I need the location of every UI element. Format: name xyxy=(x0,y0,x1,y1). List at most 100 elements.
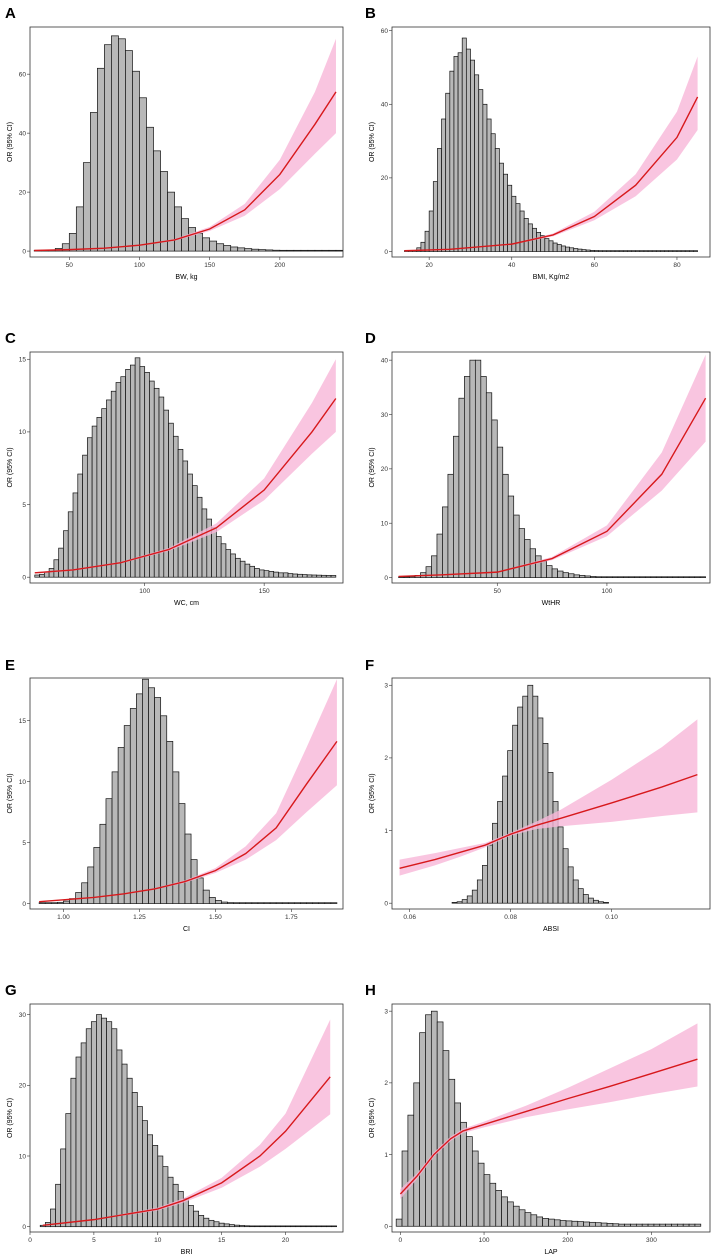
histogram-bar xyxy=(162,1166,169,1228)
y-tick-label: 0 xyxy=(384,249,388,256)
histogram-bar xyxy=(577,248,583,252)
y-tick-label: 20 xyxy=(381,466,389,473)
plot-border xyxy=(29,677,344,910)
histogram-bar xyxy=(157,1155,164,1228)
histogram-bar xyxy=(556,244,562,252)
histogram-bar xyxy=(182,1198,189,1228)
histogram-bar xyxy=(606,576,613,578)
y-tick-label: 5 xyxy=(22,502,26,509)
histogram-bar xyxy=(195,233,203,252)
histogram-bar xyxy=(666,576,674,578)
x-tick-label: 0.08 xyxy=(504,914,517,921)
histogram-bar xyxy=(306,902,313,904)
histogram-bar xyxy=(249,565,255,578)
x-axis-label: WC, cm xyxy=(174,600,199,607)
histogram-bar xyxy=(215,900,222,904)
histogram-bar xyxy=(665,1223,672,1227)
y-tick-label: 0 xyxy=(22,1224,26,1231)
histogram-bar xyxy=(601,576,608,578)
histogram-bar xyxy=(577,888,584,904)
histogram-bar xyxy=(275,902,283,904)
histogram-bar xyxy=(557,570,564,578)
histogram-bar xyxy=(220,543,227,578)
panel-letter-c: C xyxy=(5,330,16,347)
histogram-bar xyxy=(257,902,265,904)
x-tick-label: 40 xyxy=(508,262,516,269)
histogram-bar xyxy=(684,250,690,252)
histogram-bar xyxy=(269,1225,276,1228)
histogram-bar xyxy=(527,223,533,252)
histogram-bar xyxy=(502,775,508,904)
histogram-bar xyxy=(305,1225,312,1228)
histogram-bar xyxy=(515,203,521,252)
x-tick-label: 150 xyxy=(204,262,215,269)
histogram-bar xyxy=(492,822,498,904)
plot-area xyxy=(395,1010,702,1227)
histogram-bar xyxy=(148,687,155,904)
histogram-bar xyxy=(567,866,574,904)
histogram-bar xyxy=(568,573,575,578)
y-tick-label: 30 xyxy=(381,412,389,419)
histogram-bar xyxy=(536,231,542,252)
histogram-bar xyxy=(96,417,103,578)
panel-f: F 0.06 0.08 0.10 0 1 2 3 ABSI OR (95% CI) xyxy=(365,657,711,933)
histogram-bar xyxy=(661,576,668,578)
histogram-bar xyxy=(202,237,211,252)
histogram-bar xyxy=(244,563,251,578)
histogram-bar xyxy=(292,573,298,578)
histogram-bar xyxy=(579,575,586,578)
x-axis-label: BMI, Kg/m2 xyxy=(533,274,570,281)
x-tick-label: 100 xyxy=(139,588,150,595)
histogram-bar xyxy=(524,539,531,578)
histogram-bar xyxy=(471,889,478,904)
histogram-bar xyxy=(431,555,438,578)
histogram-bar xyxy=(81,882,89,904)
x-tick-label: 200 xyxy=(274,262,285,269)
histogram-bar xyxy=(490,133,496,252)
histogram-bar xyxy=(610,250,616,252)
histogram-bar xyxy=(123,725,131,904)
histogram-bar xyxy=(335,249,343,252)
histogram-bar xyxy=(499,162,504,252)
histogram-bar xyxy=(458,397,465,578)
histogram-bar xyxy=(300,902,307,904)
histogram-bar xyxy=(106,399,112,578)
y-axis-label: OR (95% CI) xyxy=(7,122,14,162)
x-tick-label: 5 xyxy=(92,1237,96,1244)
histogram-bar xyxy=(77,473,83,578)
histogram-bar xyxy=(85,1028,92,1228)
histogram-bar xyxy=(466,1136,473,1227)
histogram-bar xyxy=(120,376,126,578)
histogram-bar xyxy=(223,1223,230,1228)
histogram-bar xyxy=(318,902,326,904)
histogram-bar xyxy=(258,249,267,252)
histogram-bar xyxy=(413,1082,420,1227)
histogram-bar xyxy=(655,576,663,578)
histogram-bar xyxy=(237,247,246,252)
histogram-bar xyxy=(569,247,575,252)
histogram-bar xyxy=(259,569,265,578)
histogram-bar xyxy=(651,250,657,252)
y-tick-label: 2 xyxy=(384,755,388,762)
ci-band xyxy=(39,679,337,903)
y-tick-label: 15 xyxy=(19,718,27,725)
y-tick-label: 5 xyxy=(22,840,26,847)
histogram-bar xyxy=(562,572,569,578)
histogram-bar xyxy=(548,240,554,252)
histogram-bar xyxy=(118,38,126,252)
histogram-bar xyxy=(136,693,143,904)
histogram-bar xyxy=(328,249,337,252)
y-tick-label: 30 xyxy=(19,1012,27,1019)
histogram-bar xyxy=(209,240,218,252)
histogram-bar xyxy=(111,1028,118,1228)
histogram-bar xyxy=(166,741,174,904)
histogram-bar xyxy=(125,50,133,252)
histogram-bar xyxy=(643,250,649,252)
histogram-bar xyxy=(268,571,275,578)
histogram-bar xyxy=(560,245,566,252)
histogram-bar xyxy=(407,1114,415,1227)
histogram-bar xyxy=(163,409,169,578)
y-tick-label: 15 xyxy=(19,357,27,364)
y-tick-label: 10 xyxy=(19,779,27,786)
panel-c: C 100 150 0 5 10 15 WC, cm OR (95% CI) xyxy=(5,330,344,607)
